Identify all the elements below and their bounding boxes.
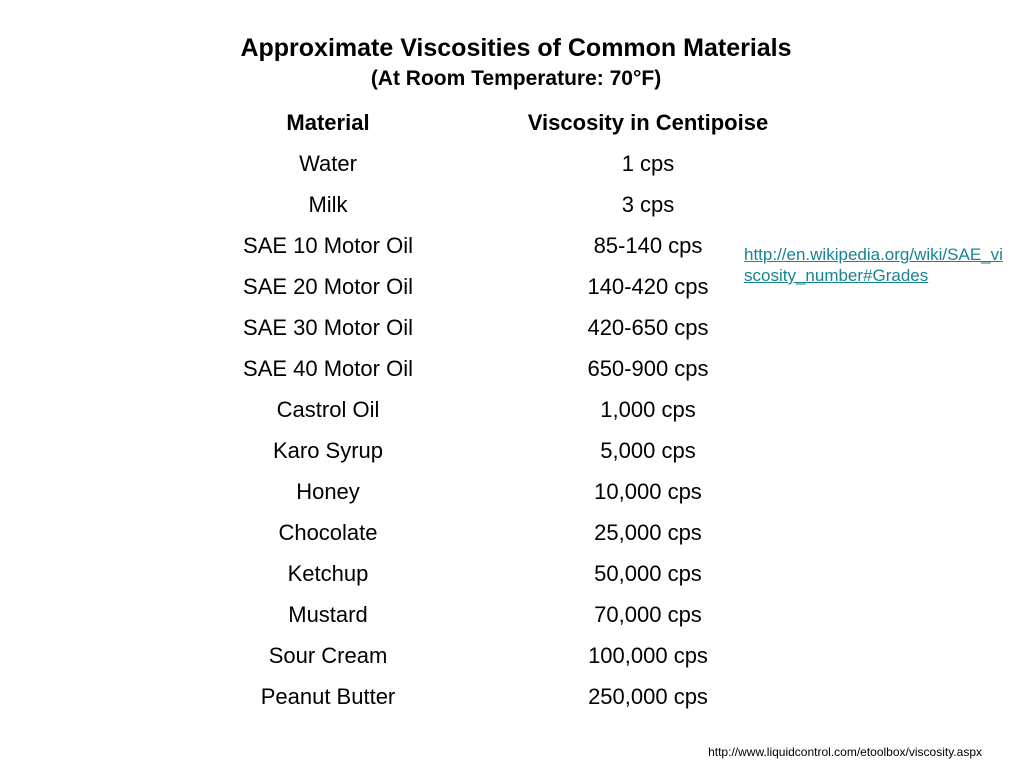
table-row: Water 1 cps	[200, 143, 840, 184]
viscosity-cell: 10,000 cps	[594, 478, 702, 504]
table-row: Mustard 70,000 cps	[200, 594, 840, 635]
table-header-row: Material Viscosity in Centipoise	[200, 102, 840, 143]
viscosity-cell: 140-420 cps	[587, 273, 709, 299]
header-material: Material	[286, 109, 370, 135]
viscosity-table: Material Viscosity in Centipoise Water 1…	[200, 102, 840, 717]
viscosity-cell: 25,000 cps	[594, 519, 702, 545]
table-row: SAE 20 Motor Oil 140-420 cps	[200, 266, 840, 307]
table-row: Ketchup 50,000 cps	[200, 553, 840, 594]
table-row: Castrol Oil 1,000 cps	[200, 389, 840, 430]
viscosity-cell: 1 cps	[621, 150, 675, 176]
table-row: Milk 3 cps	[200, 184, 840, 225]
material-cell: Chocolate	[278, 519, 378, 545]
table-row: SAE 40 Motor Oil 650-900 cps	[200, 348, 840, 389]
table-row: Chocolate 25,000 cps	[200, 512, 840, 553]
table-row: Sour Cream 100,000 cps	[200, 635, 840, 676]
material-cell: Karo Syrup	[272, 437, 384, 463]
viscosity-cell: 1,000 cps	[600, 396, 696, 422]
viscosity-cell: 420-650 cps	[587, 314, 709, 340]
material-cell: Ketchup	[287, 560, 369, 586]
source-citation: http://www.liquidcontrol.com/etoolbox/vi…	[708, 745, 982, 759]
viscosity-cell: 650-900 cps	[587, 355, 709, 381]
material-cell: Sour Cream	[268, 642, 388, 668]
viscosity-cell: 100,000 cps	[588, 642, 708, 668]
table-row: SAE 30 Motor Oil 420-650 cps	[200, 307, 840, 348]
viscosity-cell: 70,000 cps	[594, 601, 702, 627]
slide-subtitle: (At Room Temperature: 70°F)	[370, 67, 662, 90]
viscosity-cell: 50,000 cps	[594, 560, 702, 586]
viscosity-cell: 3 cps	[621, 191, 675, 217]
wiki-link[interactable]: http://en.wikipedia.org/wiki/SAE_viscosi…	[744, 245, 1003, 285]
material-cell: Peanut Butter	[260, 683, 396, 709]
material-cell: SAE 30 Motor Oil	[243, 314, 413, 340]
material-cell: SAE 20 Motor Oil	[243, 273, 413, 299]
table-row: Karo Syrup 5,000 cps	[200, 430, 840, 471]
viscosity-cell: 85-140 cps	[593, 232, 703, 258]
material-cell: SAE 10 Motor Oil	[243, 232, 413, 258]
material-cell: SAE 40 Motor Oil	[243, 355, 413, 381]
table-row: Honey 10,000 cps	[200, 471, 840, 512]
material-cell: Honey	[296, 478, 360, 504]
material-cell: Mustard	[288, 601, 368, 627]
table-row: SAE 10 Motor Oil 85-140 cps	[200, 225, 840, 266]
viscosity-cell: 250,000 cps	[588, 683, 708, 709]
material-cell: Milk	[308, 191, 348, 217]
material-cell: Castrol Oil	[276, 396, 380, 422]
slide-title: Approximate Viscosities of Common Materi…	[240, 34, 792, 62]
header-viscosity: Viscosity in Centipoise	[527, 109, 769, 135]
viscosity-cell: 5,000 cps	[600, 437, 696, 463]
table-row: Peanut Butter 250,000 cps	[200, 676, 840, 717]
material-cell: Water	[299, 150, 357, 176]
